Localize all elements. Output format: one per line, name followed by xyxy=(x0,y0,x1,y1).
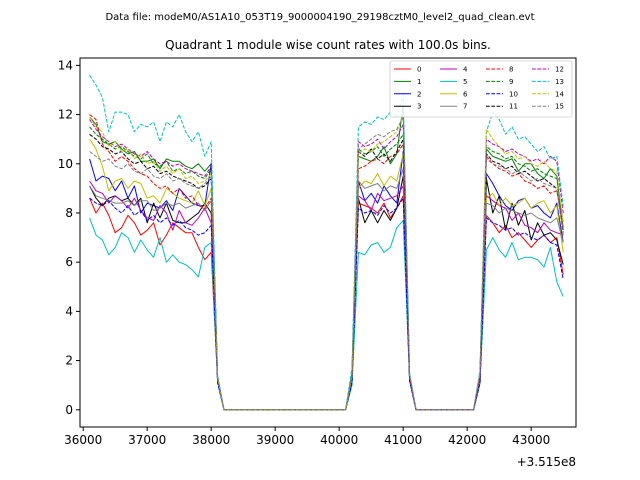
x-tick-label: 40000 xyxy=(320,433,358,447)
series-line-12 xyxy=(89,119,564,411)
series-line-15 xyxy=(89,116,564,411)
series-layer xyxy=(89,74,564,411)
x-tick-label: 37000 xyxy=(128,433,166,447)
plot-frame xyxy=(79,57,577,428)
legend-label-4: 4 xyxy=(463,66,468,74)
legend-label-2: 2 xyxy=(417,90,421,98)
legend-label-14: 14 xyxy=(555,90,564,98)
legend-label-6: 6 xyxy=(463,90,468,98)
y-tick-label: 4 xyxy=(65,304,73,318)
x-tick-label: 42000 xyxy=(448,433,486,447)
x-tick-label: 36000 xyxy=(64,433,102,447)
legend-label-7: 7 xyxy=(463,103,467,111)
y-tick-label: 14 xyxy=(58,58,73,72)
legend-label-3: 3 xyxy=(417,103,421,111)
series-line-14 xyxy=(89,114,564,411)
y-tick-label: 0 xyxy=(65,403,73,417)
legend-frame xyxy=(389,60,573,118)
y-tick-label: 10 xyxy=(58,157,73,171)
y-tick-label: 12 xyxy=(58,108,73,122)
figure-suptitle: Data file: modeM0/AS1A10_053T19_90000041… xyxy=(105,12,534,23)
y-tick-label: 8 xyxy=(65,206,73,220)
legend-label-12: 12 xyxy=(555,66,564,74)
legend-label-8: 8 xyxy=(509,66,513,74)
x-tick-label: 43000 xyxy=(512,433,550,447)
x-tick-label: 38000 xyxy=(192,433,230,447)
chart-title: Quadrant 1 module wise count rates with … xyxy=(165,38,491,52)
legend-label-0: 0 xyxy=(417,66,421,74)
legend-label-15: 15 xyxy=(555,103,564,111)
y-axis: 0 2 4 6 8 10 12 14 xyxy=(58,58,80,417)
legend-label-11: 11 xyxy=(509,103,518,111)
x-tick-label: 41000 xyxy=(384,433,422,447)
legend-label-5: 5 xyxy=(463,78,467,86)
legend-label-10: 10 xyxy=(509,90,518,98)
x-offset-label: +3.515e8 xyxy=(517,455,576,469)
y-tick-label: 2 xyxy=(65,354,73,368)
legend-label-9: 9 xyxy=(509,78,513,86)
series-line-10 xyxy=(89,197,564,411)
x-axis: 36000 37000 38000 39000 40000 41000 42000 43000 xyxy=(64,427,550,447)
legend-label-13: 13 xyxy=(555,78,564,86)
legend-label-1: 1 xyxy=(417,78,421,86)
x-tick-label: 39000 xyxy=(256,433,294,447)
y-tick-label: 6 xyxy=(65,255,73,269)
